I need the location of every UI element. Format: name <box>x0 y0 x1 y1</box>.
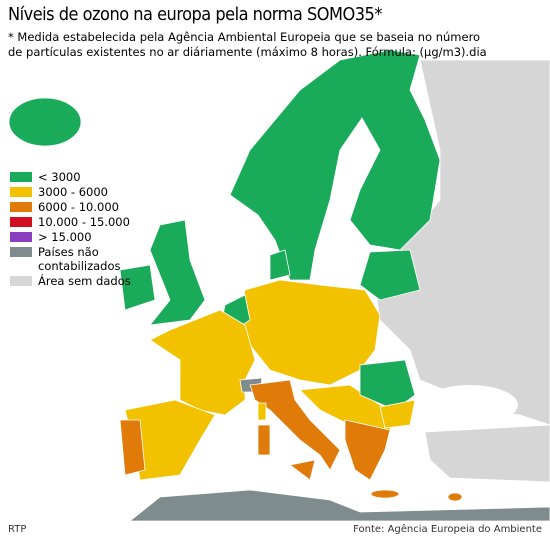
legend-item: Países não contabilizados <box>10 245 150 273</box>
legend-swatch <box>10 202 32 212</box>
central-europe <box>239 279 381 386</box>
ireland <box>119 264 156 311</box>
legend-item: 10.000 - 15.000 <box>10 215 150 229</box>
legend-label: > 15.000 <box>38 230 92 244</box>
cyprus <box>447 492 463 502</box>
no-data-east <box>374 59 550 426</box>
portugal <box>119 419 146 476</box>
legend-item: Área sem dados <box>10 274 150 288</box>
subtitle: * Medida estabelecida pela Agência Ambie… <box>8 30 487 59</box>
bulgaria <box>379 399 416 429</box>
france <box>149 309 256 416</box>
source: Fonte: Agência Europeia do Ambiente <box>353 524 542 535</box>
sardinia <box>257 424 271 456</box>
legend: < 3000 3000 - 6000 6000 - 10.000 10.000 - 1… <box>10 170 150 289</box>
baltics <box>359 249 421 301</box>
legend-label: 3000 - 6000 <box>38 185 108 199</box>
scandinavia <box>229 49 441 281</box>
black-sea <box>422 385 518 425</box>
legend-item: 3000 - 6000 <box>10 185 150 199</box>
legend-swatch <box>10 187 32 197</box>
corsica <box>257 402 267 421</box>
legend-label: 6000 - 10.000 <box>38 200 119 214</box>
turkey <box>424 424 550 483</box>
legend-label: 10.000 - 15.000 <box>38 215 130 229</box>
legend-item: 6000 - 10.000 <box>10 200 150 214</box>
legend-label: Países não contabilizados <box>38 245 121 273</box>
north-africa <box>128 489 550 522</box>
crete <box>370 489 400 499</box>
legend-item: > 15.000 <box>10 230 150 244</box>
greece <box>344 419 391 481</box>
legend-label: < 3000 <box>38 170 81 184</box>
iceland <box>8 97 82 147</box>
legend-swatch <box>10 276 32 286</box>
legend-swatch <box>10 172 32 182</box>
legend-swatch <box>10 217 32 227</box>
title: Níveis de ozono na europa pela norma SOM… <box>8 4 382 25</box>
credit: RTP <box>8 524 27 535</box>
great-britain <box>149 219 206 326</box>
legend-label: Área sem dados <box>38 274 131 288</box>
sicily <box>289 459 316 481</box>
legend-swatch <box>10 232 32 242</box>
denmark <box>269 249 291 281</box>
legend-swatch <box>10 247 32 257</box>
legend-item: < 3000 <box>10 170 150 184</box>
